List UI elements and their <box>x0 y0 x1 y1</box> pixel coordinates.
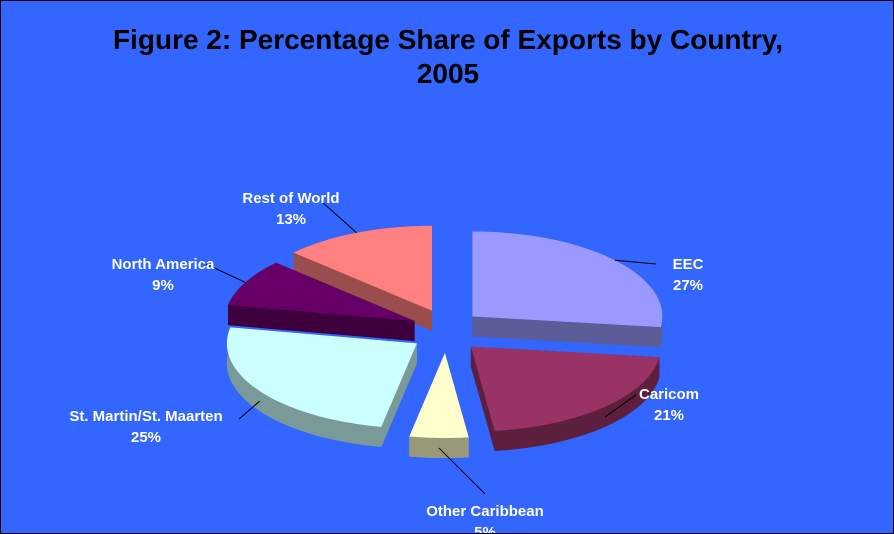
data-label: Other Caribbean 5% <box>426 503 544 533</box>
value-label: 5% <box>474 524 496 533</box>
value-label: 9% <box>152 277 174 294</box>
slice-side <box>228 305 415 341</box>
slice-side <box>472 316 661 348</box>
data-label: Rest of World 13% <box>242 190 339 228</box>
slice <box>409 353 469 438</box>
slice-side <box>470 346 495 451</box>
data-label: EEC 27% <box>673 256 704 294</box>
value-label: 25% <box>131 429 161 446</box>
slice-side <box>381 343 417 447</box>
slice-side <box>293 252 432 331</box>
category-label: North America <box>112 256 215 273</box>
category-label: EEC <box>673 256 704 273</box>
value-label: 27% <box>673 277 703 294</box>
data-label: Caricom 21% <box>639 386 699 424</box>
leader-line <box>205 263 246 283</box>
leader-line <box>320 200 357 234</box>
slice-side <box>409 436 469 458</box>
category-label: Other Caribbean <box>426 503 544 520</box>
slice <box>293 225 432 311</box>
value-label: 13% <box>276 211 306 228</box>
value-label: 21% <box>654 407 684 424</box>
slice <box>472 231 663 328</box>
data-label: North America 9% <box>112 256 215 294</box>
category-label: St. Martin/St. Maarten <box>69 408 222 425</box>
slice <box>228 262 415 321</box>
chart-title: Figure 2: Percentage Share of Exports by… <box>112 24 784 89</box>
slice-side <box>494 357 660 451</box>
category-label: Caricom <box>639 386 699 403</box>
slice-side <box>226 327 382 447</box>
category-label: Rest of World <box>242 190 339 207</box>
data-label: St. Martin/St. Maarten 25% <box>69 408 222 446</box>
slice <box>226 327 417 427</box>
leader-line <box>604 394 637 418</box>
leader-line <box>614 259 657 265</box>
leader-line <box>438 447 486 495</box>
slice <box>470 346 660 431</box>
leader-line <box>238 400 261 420</box>
